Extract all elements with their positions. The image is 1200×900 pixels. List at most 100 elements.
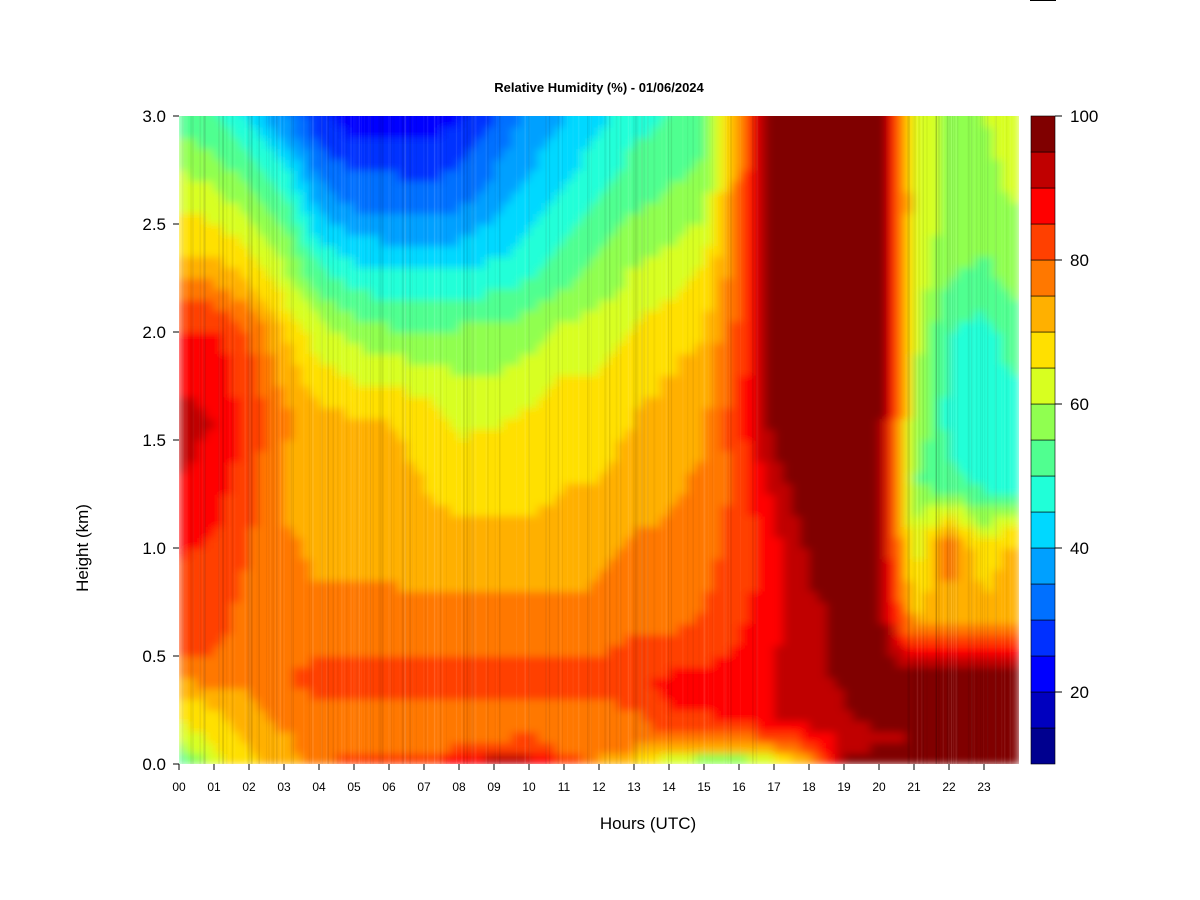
heatmap-cell: [319, 245, 329, 257]
heatmap-cell: [660, 278, 670, 290]
heatmap-cell: [835, 148, 845, 160]
heatmap-cell: [432, 753, 443, 764]
heatmap-cell: [362, 126, 373, 139]
heatmap-cell: [502, 472, 513, 484]
heatmap-cell: [590, 645, 600, 657]
heatmap-cell: [319, 461, 329, 473]
heatmap-cell: [485, 656, 495, 668]
heatmap-cell: [301, 504, 311, 517]
heatmap-cell: [520, 418, 530, 430]
heatmap-cell: [310, 526, 320, 538]
heatmap-cell: [467, 116, 478, 128]
heatmap-cell: [686, 310, 696, 322]
heatmap-cell: [485, 440, 495, 452]
heatmap-cell: [861, 450, 871, 463]
heatmap-cell: [686, 159, 696, 171]
heatmap-cell: [660, 288, 670, 301]
heatmap-cell: [817, 710, 828, 722]
heatmap-cell: [677, 256, 688, 268]
heatmap-cell: [695, 742, 705, 754]
heatmap-cell: [231, 418, 241, 430]
heatmap-cell: [695, 180, 705, 193]
heatmap-cell: [800, 342, 810, 355]
heatmap-cell: [222, 116, 233, 117]
heatmap-cell: [791, 245, 801, 257]
heatmap-cell: [765, 234, 775, 247]
heatmap-cell: [459, 245, 469, 257]
heatmap-cell: [511, 677, 521, 689]
heatmap-cell: [887, 645, 898, 657]
heatmap-cell: [791, 386, 801, 398]
heatmap-cell: [362, 461, 373, 473]
heatmap-cell: [354, 375, 364, 387]
heatmap-cell: [249, 742, 259, 754]
heatmap-cell: [704, 245, 714, 257]
heatmap-cell: [782, 364, 793, 376]
heatmap-cell: [712, 602, 723, 614]
heatmap-cell: [572, 278, 583, 290]
heatmap-cell: [634, 634, 644, 646]
heatmap-cell: [467, 666, 478, 679]
heatmap-cell: [511, 418, 521, 430]
heatmap-cell: [730, 461, 740, 473]
heatmap-cell: [459, 450, 469, 463]
heatmap-cell: [476, 429, 486, 441]
heatmap-cell: [257, 180, 268, 193]
heatmap-cell: [756, 191, 766, 203]
heatmap-cell: [660, 180, 670, 193]
heatmap-cell: [809, 623, 819, 635]
heatmap-cell: [179, 170, 189, 182]
heatmap-cell: [214, 742, 224, 754]
heatmap-cell: [249, 148, 259, 160]
heatmap-cell: [301, 731, 311, 743]
heatmap-cell: [266, 267, 276, 279]
heatmap-cell: [327, 677, 338, 689]
heatmap-cell: [196, 710, 206, 722]
heatmap-cell: [774, 710, 784, 722]
heatmap-cell: [310, 353, 320, 365]
heatmap-cell: [520, 267, 530, 279]
heatmap-cell: [546, 180, 556, 193]
heatmap-cell: [800, 148, 810, 160]
heatmap-cell: [450, 612, 460, 625]
heatmap-cell: [861, 656, 871, 668]
heatmap-cell: [835, 299, 845, 311]
heatmap-cell: [782, 602, 793, 614]
heatmap-cell: [266, 202, 276, 214]
heatmap-cell: [494, 591, 504, 603]
heatmap-cell: [704, 515, 714, 527]
heatmap-cell: [686, 245, 696, 257]
heatmap-cell: [852, 677, 863, 689]
heatmap-cell: [747, 666, 758, 679]
heatmap-cell: [634, 332, 644, 344]
heatmap-cell: [292, 699, 303, 711]
heatmap-cell: [485, 612, 495, 625]
heatmap-cell: [572, 180, 583, 193]
heatmap-cell: [397, 116, 408, 117]
heatmap-cell: [257, 548, 268, 560]
heatmap-cell: [642, 645, 653, 657]
heatmap-cell: [284, 526, 294, 538]
heatmap-cell: [380, 224, 390, 236]
heatmap-cell: [196, 288, 206, 301]
heatmap-cell: [249, 213, 259, 225]
heatmap-cell: [310, 342, 320, 355]
heatmap-cell: [467, 591, 478, 603]
heatmap-cell: [607, 580, 618, 592]
heatmap-cell: [345, 375, 355, 387]
heatmap-cell: [826, 224, 836, 236]
heatmap-cell: [555, 332, 565, 344]
heatmap-cell: [581, 580, 591, 592]
heatmap-cell: [800, 170, 810, 182]
heatmap-cell: [432, 450, 443, 463]
heatmap-cell: [704, 299, 714, 311]
heatmap-cell: [677, 310, 688, 322]
heatmap-cell: [686, 645, 696, 657]
heatmap-cell: [564, 515, 574, 527]
heatmap-cell: [292, 321, 303, 333]
heatmap-cell: [354, 224, 364, 236]
heatmap-cell: [494, 213, 504, 225]
heatmap-cell: [599, 731, 609, 743]
heatmap-cell: [362, 742, 373, 754]
heatmap-cell: [354, 126, 364, 139]
